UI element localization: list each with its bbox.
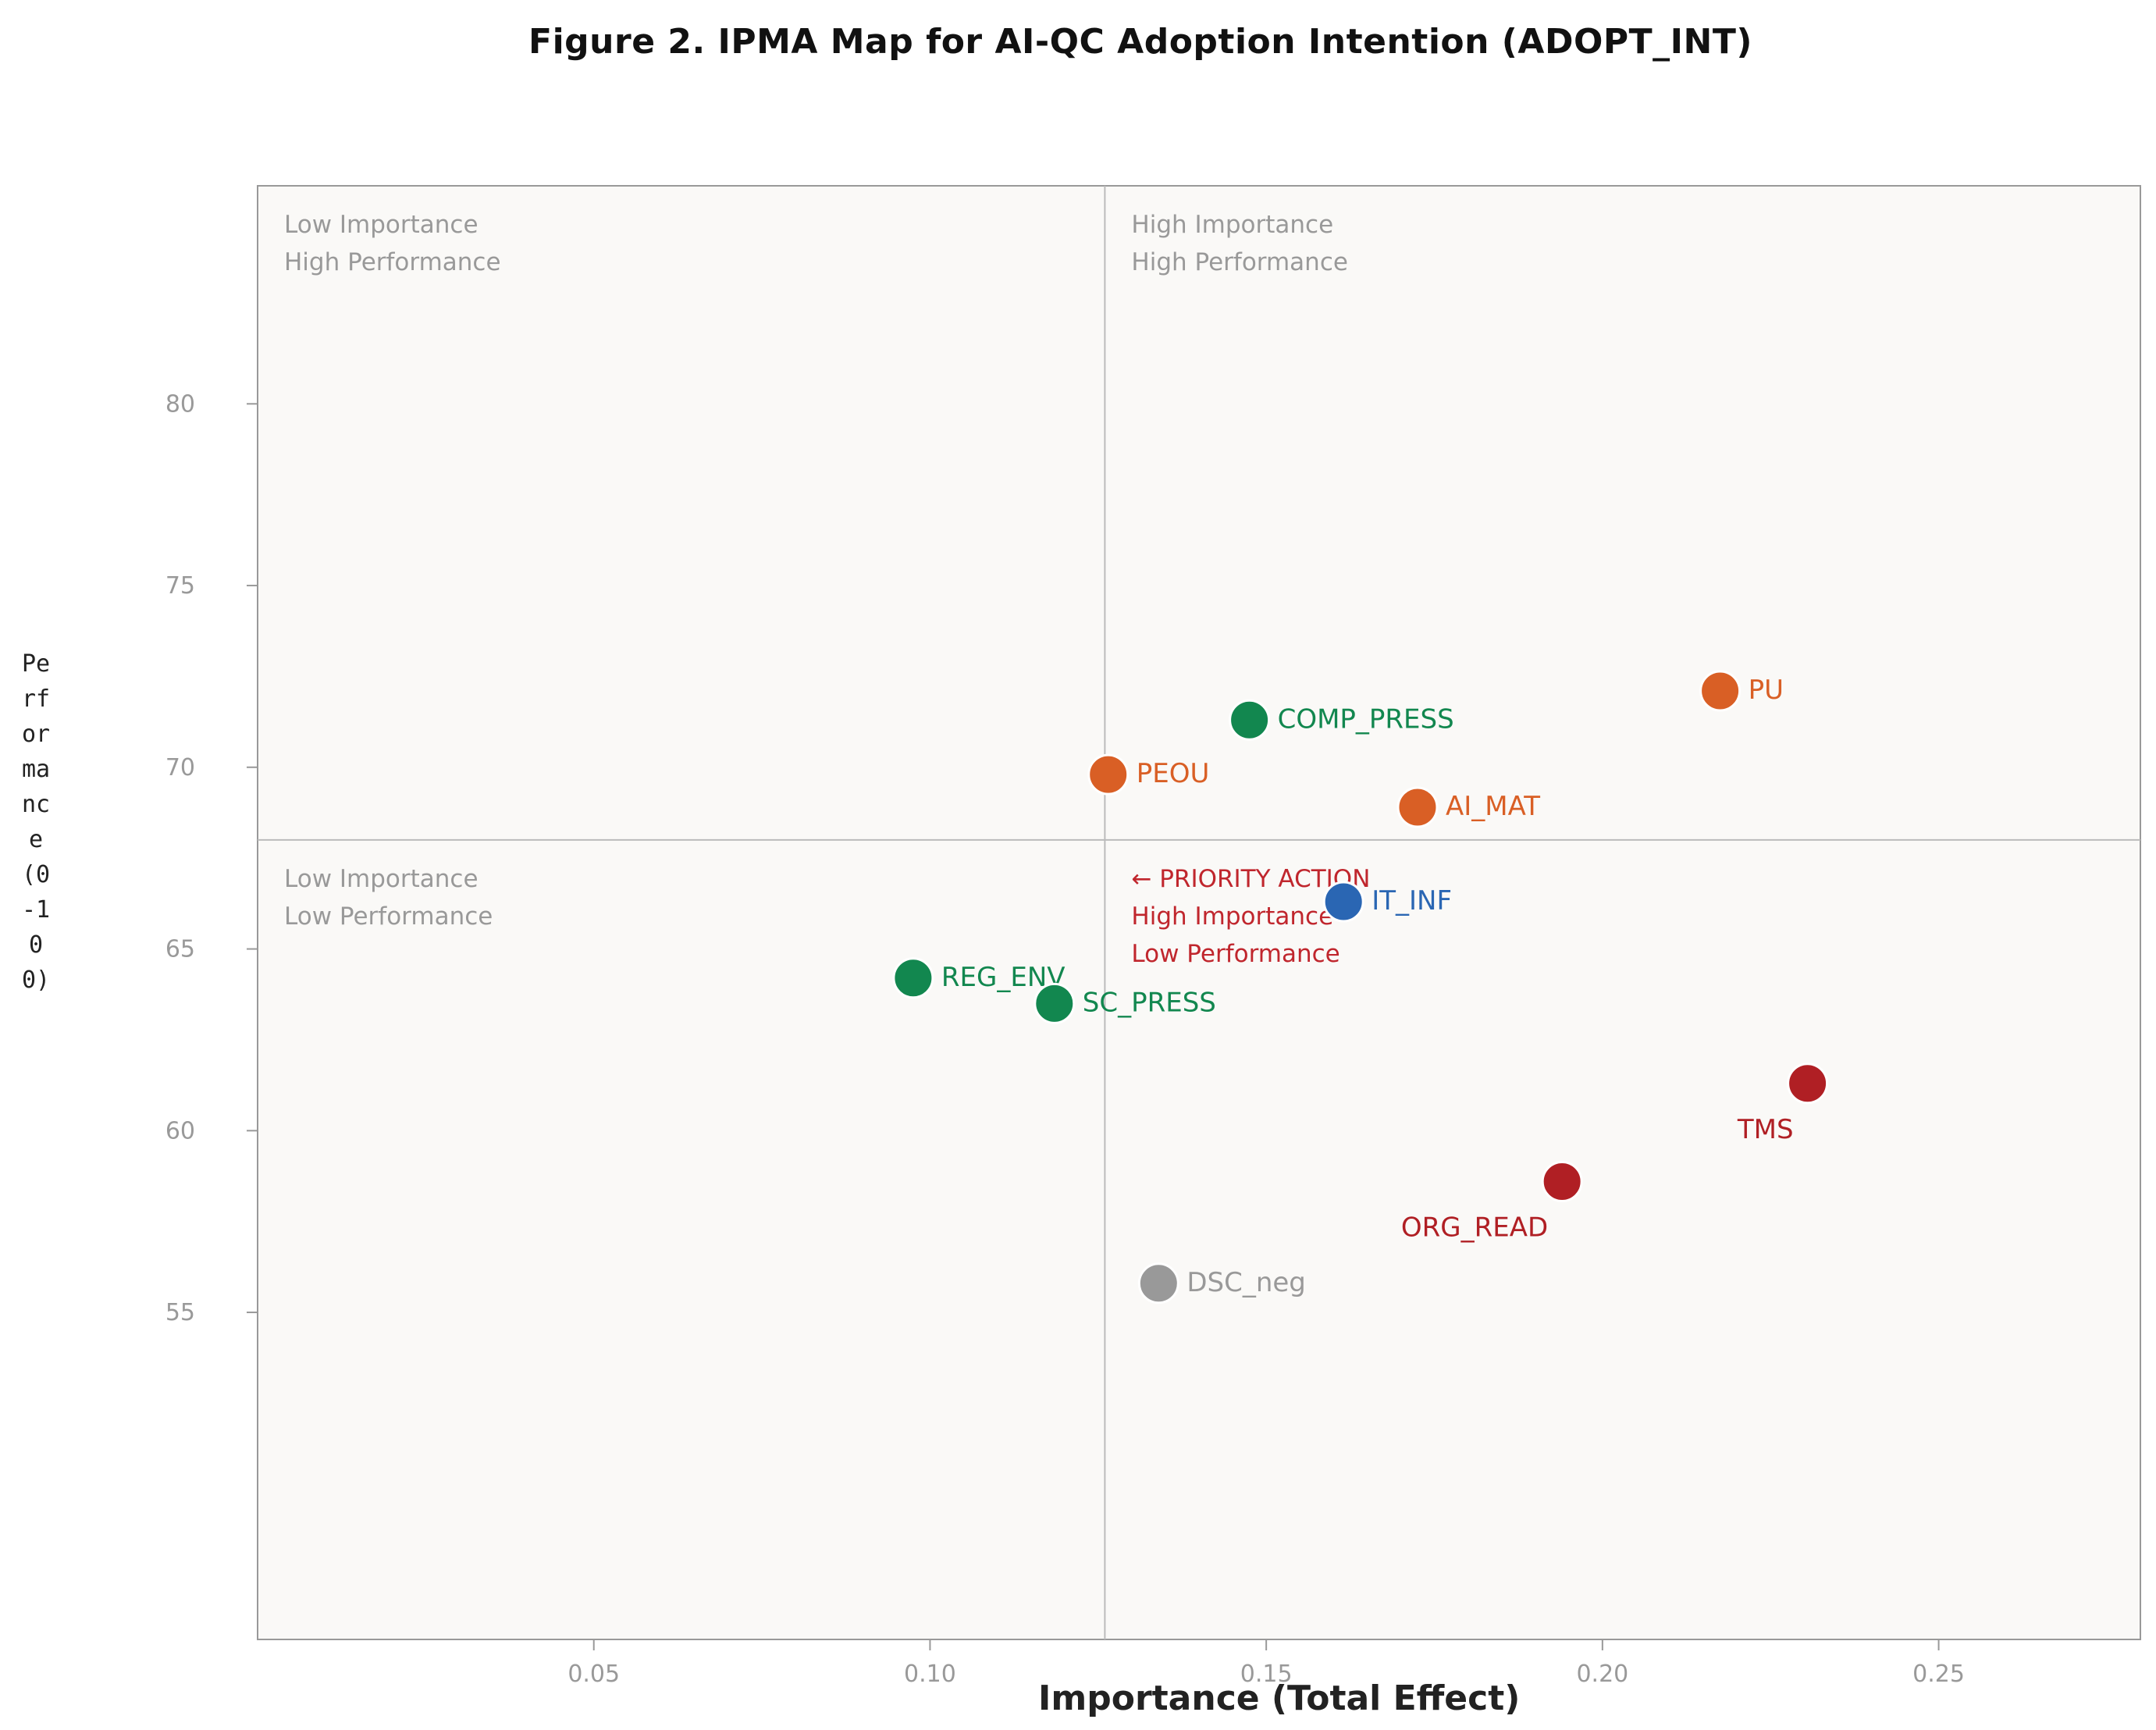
point-sc-press: SC_PRESS [1034, 982, 1216, 1024]
quadrant-lines [258, 186, 2140, 1639]
quadrant-label-line: High Performance [284, 248, 501, 276]
quadrant-label-line: High Performance [1131, 248, 1348, 276]
data-point-marker [1541, 1160, 1583, 1202]
quadrant-label-line: Low Performance [1131, 940, 1339, 968]
quadrant-label-bottom-left: Low Importance Low Performance [284, 865, 493, 931]
data-point-marker [1396, 786, 1439, 828]
y-axis-label: Performance (0-100) [21, 650, 51, 994]
data-point-marker [1087, 753, 1130, 796]
quadrant-label-line: High Importance [1131, 902, 1333, 931]
y-tick-label: 55 [165, 1299, 195, 1326]
point-comp-press: COMP_PRESS [1229, 699, 1454, 741]
data-point-marker [1699, 670, 1742, 712]
data-point-marker [1787, 1063, 1829, 1105]
point-dsc-neg: DSC_neg [1137, 1262, 1306, 1305]
y-tick-label: 70 [165, 754, 195, 781]
x-tick-label: 0.05 [567, 1661, 620, 1688]
quadrant-label-top-left: Low Importance High Performance [284, 211, 501, 276]
data-point-label: COMP_PRESS [1278, 703, 1454, 735]
y-axis-ticks: 55 60 65 70 75 80 [165, 390, 258, 1326]
point-pu: PU [1699, 670, 1784, 712]
x-tick-label: 0.10 [904, 1661, 956, 1688]
quadrant-label-line: Low Importance [284, 211, 479, 239]
point-peou: PEOU [1087, 753, 1210, 796]
data-point-label: TMS [1737, 1114, 1794, 1145]
data-point-marker [1137, 1262, 1179, 1305]
data-points: PUCOMP_PRESSPEOUAI_MATIT_INFREG_ENVSC_PR… [892, 670, 1829, 1305]
point-org-read: ORG_READ [1401, 1160, 1583, 1243]
quadrant-label-top-right: High Importance High Performance [1131, 211, 1348, 276]
point-ai-mat: AI_MAT [1396, 786, 1540, 828]
data-point-label: DSC_neg [1187, 1267, 1306, 1298]
y-tick-label: 75 [165, 572, 195, 600]
y-tick-label: 80 [165, 390, 195, 418]
chart-title: Figure 2. IPMA Map for AI-QC Adoption In… [528, 22, 1752, 62]
data-point-label: IT_INF [1372, 885, 1452, 917]
quadrant-label-line: Low Performance [284, 902, 493, 931]
data-point-marker [1034, 982, 1076, 1024]
x-tick-label: 0.25 [1912, 1661, 1965, 1688]
data-point-label: SC_PRESS [1083, 987, 1216, 1018]
data-point-label: AI_MAT [1446, 791, 1540, 822]
x-axis-ticks: 0.05 0.10 0.15 0.20 0.25 [567, 1639, 1965, 1688]
plot-area [257, 185, 2141, 1640]
data-point-marker [1322, 881, 1364, 923]
data-point-label: ORG_READ [1401, 1212, 1548, 1243]
quadrant-label-line: Low Importance [284, 865, 479, 893]
point-it-inf: IT_INF [1322, 881, 1452, 923]
data-point-marker [892, 957, 934, 999]
data-point-label: PEOU [1137, 758, 1210, 789]
y-tick-label: 60 [165, 1117, 195, 1144]
quadrant-label-line: High Importance [1131, 211, 1333, 239]
y-tick-label: 65 [165, 936, 195, 963]
x-tick-label: 0.15 [1240, 1661, 1293, 1688]
data-point-label: PU [1749, 675, 1784, 706]
data-point-marker [1229, 699, 1271, 741]
x-axis-label: Importance (Total Effect) [1038, 1678, 1521, 1718]
point-tms: TMS [1737, 1063, 1829, 1145]
x-tick-label: 0.20 [1576, 1661, 1628, 1688]
